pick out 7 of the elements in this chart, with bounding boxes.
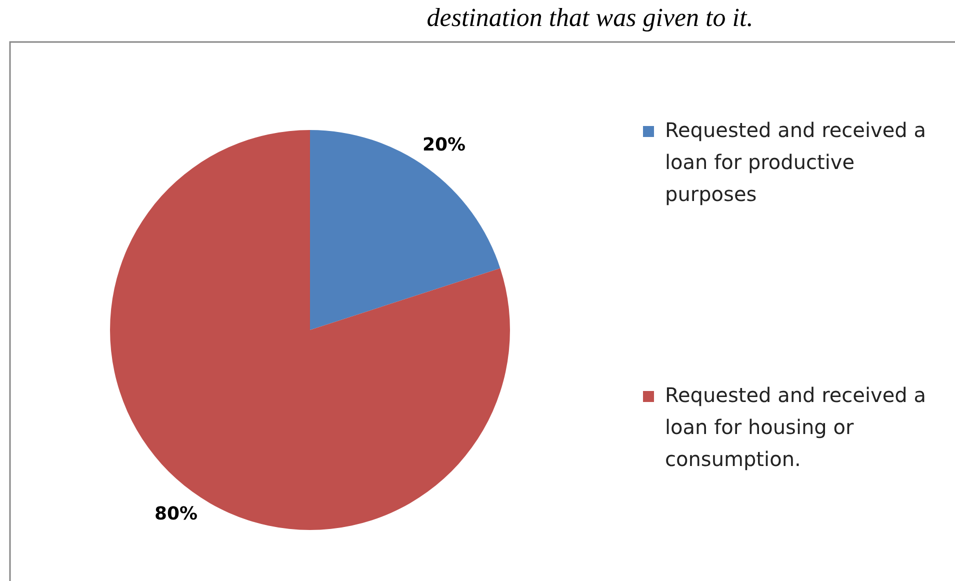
pie-slice	[110, 130, 510, 530]
legend-label: Requested and received a loan for housing or consumption.	[665, 383, 926, 471]
data-label: 80%	[154, 503, 198, 524]
chart-title: destination that was given to it.	[426, 3, 754, 32]
legend-label: Requested and received a loan for productive purposes	[665, 118, 926, 206]
pie-slice	[310, 130, 500, 330]
data-label: 20%	[422, 134, 466, 156]
